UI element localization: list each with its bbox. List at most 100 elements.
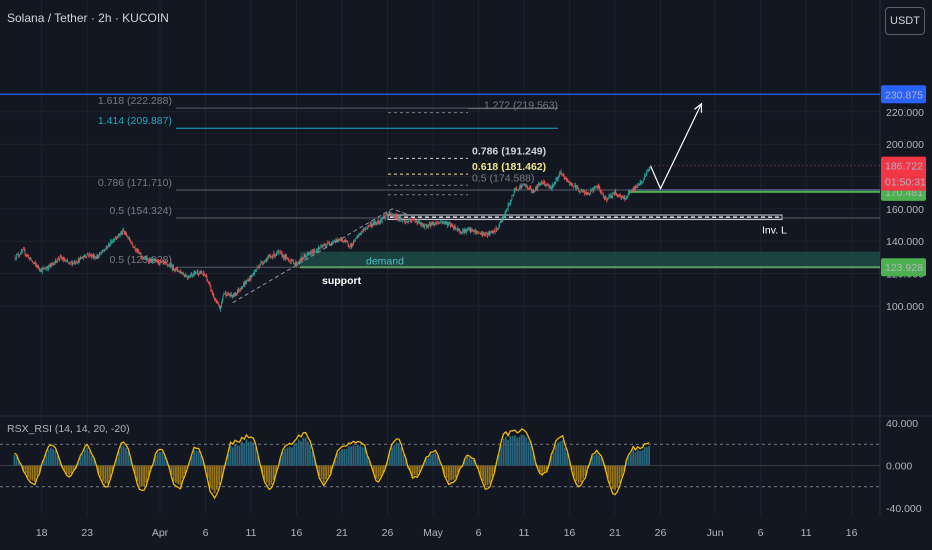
candle-body <box>104 250 105 252</box>
candle-body <box>271 256 272 258</box>
candle-body <box>483 232 485 234</box>
rsi-hist-bar <box>206 465 209 479</box>
inv-label: Inv. L <box>762 225 787 237</box>
candle-body <box>296 263 298 266</box>
candle-body <box>641 182 642 184</box>
currency-button[interactable]: USDT <box>885 7 925 35</box>
candle-body <box>306 255 307 258</box>
candle-body <box>192 274 193 276</box>
candle-body <box>102 250 104 251</box>
candle-body <box>597 185 598 188</box>
rsi-hist-bar <box>286 447 289 466</box>
candle-body <box>194 271 196 273</box>
candle-body <box>263 262 265 264</box>
candle-body <box>377 221 378 225</box>
candle-body <box>622 195 623 198</box>
rsi-hist-bar <box>115 458 118 466</box>
candle-body <box>95 257 97 259</box>
candle-body <box>412 219 413 221</box>
candle-body <box>609 195 611 198</box>
candle-body <box>305 256 306 258</box>
rsi-hist-bar <box>36 465 39 476</box>
rsi-hist-bar <box>140 465 143 487</box>
candle-body <box>375 222 377 224</box>
candle-body <box>465 229 466 233</box>
candle-body <box>329 244 331 246</box>
candle-body <box>543 180 545 184</box>
rsi-hist-bar <box>193 450 196 466</box>
candle-body <box>578 188 579 192</box>
candle-body <box>448 223 450 225</box>
candle-body <box>174 269 176 271</box>
candle-body <box>426 225 428 228</box>
candle-body <box>572 186 574 187</box>
rsi-hist-bar <box>557 442 560 466</box>
rsi-hist-bar <box>275 465 277 473</box>
candle-body <box>536 186 538 189</box>
rsi-hist-bar <box>49 448 52 466</box>
rsi-hist-bar <box>84 449 86 466</box>
candle-body <box>607 198 608 201</box>
rsi-hist-bar <box>448 465 450 482</box>
rsi-hist-bar <box>345 448 348 466</box>
candle-body <box>368 225 369 227</box>
fib-label-right: 0.5 (174.588) <box>472 172 534 184</box>
rsi-hist-bar <box>181 465 184 479</box>
fib-label-right: 1.272 (219.563) <box>484 100 558 112</box>
rsi-hist-bar <box>320 465 323 480</box>
rsi-hist-bar <box>241 441 243 466</box>
candle-body <box>142 257 144 260</box>
candle-body <box>581 189 582 192</box>
candle-body <box>553 184 554 186</box>
candle-body <box>318 247 319 252</box>
x-tick-label: 6 <box>203 527 209 539</box>
rsi-hist-bar <box>163 456 166 466</box>
rsi-hist-bar <box>24 465 27 474</box>
candle-body <box>312 251 313 254</box>
candle-body <box>456 228 457 230</box>
candle-body <box>528 187 530 190</box>
candle-body <box>570 183 572 185</box>
rsi-hist-bar <box>529 445 532 466</box>
candle-body <box>255 270 256 272</box>
candle-body <box>85 256 87 257</box>
candle-body <box>189 275 191 277</box>
candle-body <box>68 262 70 264</box>
candle-body <box>597 185 599 187</box>
candle-body <box>309 253 311 255</box>
candle-body <box>227 292 229 295</box>
candle-body <box>556 177 557 179</box>
price-tag-label: 230.875 <box>885 89 923 101</box>
candle-body <box>547 183 548 186</box>
candle-body <box>520 185 522 188</box>
candle-body <box>45 269 46 270</box>
rsi-hist-bar <box>304 437 307 466</box>
candle-body <box>539 183 541 186</box>
candle-body <box>638 184 639 186</box>
rsi-hist-bar <box>525 437 528 466</box>
candle-body <box>452 225 454 228</box>
candle-body <box>387 214 388 216</box>
candle-body <box>278 250 280 252</box>
candle-body <box>317 250 319 252</box>
candle-body <box>560 171 562 174</box>
candle-body <box>439 222 441 224</box>
candle-body <box>234 292 236 295</box>
candle-body <box>503 215 505 218</box>
candle-body <box>105 249 106 251</box>
rsi-hist-bar <box>154 455 157 466</box>
candle-body <box>211 290 212 292</box>
candle-body <box>284 255 285 259</box>
candle-body <box>603 194 604 198</box>
candle-body <box>634 187 636 190</box>
rsi-hist-bar <box>150 465 152 469</box>
candle-body <box>362 231 363 232</box>
candle-body <box>169 265 171 267</box>
candle-body <box>361 231 363 234</box>
candle-body <box>443 221 444 223</box>
candle-body <box>324 245 326 247</box>
candle-body <box>18 255 20 257</box>
candle-body <box>277 250 279 253</box>
rsi-hist-bar <box>486 465 489 486</box>
